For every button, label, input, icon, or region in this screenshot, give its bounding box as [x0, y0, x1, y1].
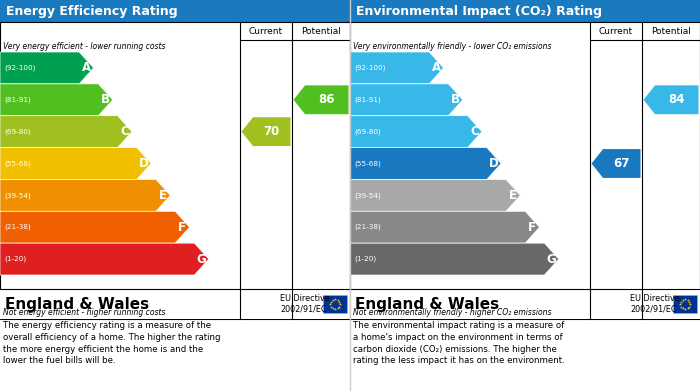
Polygon shape	[350, 147, 501, 179]
Polygon shape	[350, 211, 540, 243]
Polygon shape	[0, 147, 151, 179]
Bar	[323, 295, 347, 313]
Bar	[0, 22, 350, 319]
Text: E: E	[509, 189, 517, 202]
Text: (1-20): (1-20)	[4, 256, 26, 262]
Polygon shape	[0, 84, 113, 116]
Text: (21-38): (21-38)	[4, 224, 31, 230]
Text: C: C	[120, 125, 129, 138]
Polygon shape	[350, 84, 463, 116]
Bar	[0, 289, 350, 319]
Text: England & Wales: England & Wales	[5, 296, 149, 312]
Text: Environmental Impact (CO₂) Rating: Environmental Impact (CO₂) Rating	[356, 5, 602, 18]
Polygon shape	[0, 211, 190, 243]
Text: A: A	[432, 61, 441, 74]
Polygon shape	[350, 243, 559, 275]
Text: Potential: Potential	[301, 27, 341, 36]
Text: (39-54): (39-54)	[354, 192, 381, 199]
Bar	[350, 0, 700, 22]
Text: (81-91): (81-91)	[4, 97, 31, 103]
Polygon shape	[350, 52, 444, 84]
Text: (81-91): (81-91)	[354, 97, 381, 103]
Text: Not energy efficient - higher running costs: Not energy efficient - higher running co…	[3, 308, 165, 317]
Text: C: C	[470, 125, 479, 138]
Text: EU Directive
2002/91/EC: EU Directive 2002/91/EC	[280, 294, 330, 314]
Text: EU Directive
2002/91/EC: EU Directive 2002/91/EC	[630, 294, 680, 314]
Polygon shape	[350, 116, 482, 147]
Text: (39-54): (39-54)	[4, 192, 31, 199]
Text: Not environmentally friendly - higher CO₂ emissions: Not environmentally friendly - higher CO…	[353, 308, 552, 317]
Text: Very environmentally friendly - lower CO₂ emissions: Very environmentally friendly - lower CO…	[353, 42, 552, 51]
Text: 86: 86	[318, 93, 335, 106]
Text: (92-100): (92-100)	[4, 65, 36, 71]
Text: A: A	[82, 61, 91, 74]
Polygon shape	[241, 117, 290, 146]
Text: The environmental impact rating is a measure of
a home's impact on the environme: The environmental impact rating is a mea…	[353, 321, 565, 366]
Text: (1-20): (1-20)	[354, 256, 376, 262]
Text: (69-80): (69-80)	[4, 128, 31, 135]
Text: G: G	[547, 253, 556, 265]
Text: 67: 67	[614, 157, 630, 170]
Text: 70: 70	[264, 125, 280, 138]
Text: G: G	[197, 253, 206, 265]
Text: Potential: Potential	[651, 27, 691, 36]
Bar	[673, 295, 697, 313]
Bar	[350, 289, 700, 319]
Polygon shape	[0, 179, 170, 211]
Polygon shape	[350, 179, 520, 211]
Text: (55-68): (55-68)	[354, 160, 381, 167]
Text: Very energy efficient - lower running costs: Very energy efficient - lower running co…	[3, 42, 165, 51]
Text: E: E	[159, 189, 167, 202]
Text: (55-68): (55-68)	[4, 160, 31, 167]
Text: 84: 84	[668, 93, 685, 106]
Text: The energy efficiency rating is a measure of the
overall efficiency of a home. T: The energy efficiency rating is a measur…	[3, 321, 220, 366]
Text: D: D	[139, 157, 149, 170]
Text: B: B	[101, 93, 110, 106]
Bar	[350, 22, 700, 319]
Text: F: F	[178, 221, 186, 234]
Text: (21-38): (21-38)	[354, 224, 381, 230]
Polygon shape	[0, 243, 209, 275]
Text: Current: Current	[249, 27, 283, 36]
Text: England & Wales: England & Wales	[355, 296, 499, 312]
Text: B: B	[451, 93, 460, 106]
Polygon shape	[0, 116, 132, 147]
Polygon shape	[592, 149, 640, 178]
Text: (69-80): (69-80)	[354, 128, 381, 135]
Text: D: D	[489, 157, 499, 170]
Text: F: F	[528, 221, 536, 234]
Bar	[0, 0, 350, 22]
Polygon shape	[293, 85, 349, 114]
Polygon shape	[643, 85, 699, 114]
Text: Energy Efficiency Rating: Energy Efficiency Rating	[6, 5, 178, 18]
Text: Current: Current	[599, 27, 633, 36]
Text: (92-100): (92-100)	[354, 65, 386, 71]
Polygon shape	[0, 52, 94, 84]
